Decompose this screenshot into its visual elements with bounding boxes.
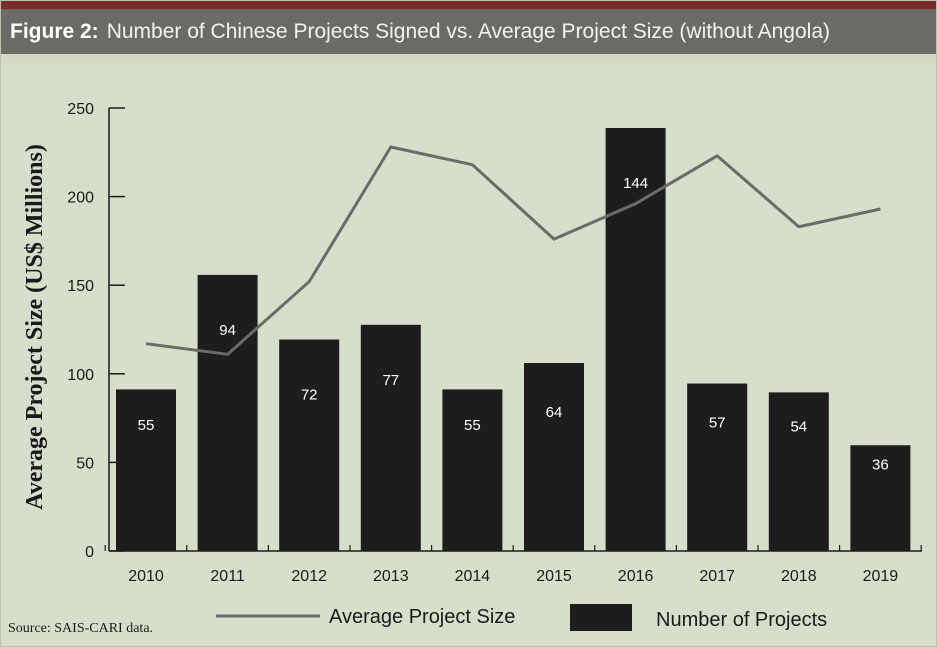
bar-value-label: 55	[138, 417, 155, 434]
x-tick-label: 2018	[781, 568, 817, 585]
x-tick-label: 2019	[863, 568, 899, 585]
y-tick-label: 200	[67, 190, 94, 207]
legend-label-average-project-size: Average Project Size	[329, 606, 515, 628]
bar-2014	[442, 389, 503, 551]
bar-value-label: 94	[219, 322, 236, 339]
source-note: Source: SAIS-CARI data.	[8, 621, 154, 636]
line-series	[145, 145, 881, 356]
legend-bar-swatch	[570, 604, 632, 631]
bar-value-label: 72	[301, 387, 318, 404]
bar-2012	[279, 339, 340, 551]
bar-2018	[768, 392, 829, 551]
bar-value-label: 64	[546, 404, 563, 421]
bar-2015	[524, 363, 584, 551]
bar-value-label: 36	[872, 456, 889, 473]
figure-label: Figure 2:	[10, 19, 99, 43]
x-tick-label: 2016	[618, 568, 654, 585]
bar-value-label: 144	[623, 175, 648, 192]
bar-2016	[605, 128, 666, 551]
bar-series: 55 94 72 77 55 64 144 57 54 36	[116, 128, 911, 551]
bar-value-label: 77	[382, 372, 399, 389]
bar-value-label: 55	[464, 417, 481, 434]
y-axis-title: Average Project Size (US$ Millions)	[22, 144, 48, 510]
y-tick-label: 250	[67, 101, 94, 118]
bar-2017	[687, 383, 748, 551]
x-tick-label: 2014	[455, 568, 491, 585]
x-tick-label: 2012	[291, 568, 327, 585]
average-project-size-line	[145, 145, 881, 356]
bar-2019	[850, 445, 911, 551]
x-tick-label: 2010	[128, 568, 164, 585]
x-tick-label: 2011	[210, 568, 245, 585]
x-tick-label: 2017	[699, 568, 735, 585]
x-tick-label: 2015	[536, 568, 572, 585]
y-tick-label: 50	[76, 455, 94, 472]
bar-value-label: 57	[709, 414, 726, 431]
legend-label-number-of-projects: Number of Projects	[656, 609, 827, 631]
bar-2013	[360, 324, 421, 551]
bar-value-label: 54	[790, 419, 807, 436]
legend: Average Project Size Number of Projects	[216, 604, 827, 631]
top-accent-rule	[1, 1, 936, 9]
x-tick-label: 2013	[373, 568, 409, 585]
figure-header: Figure 2: Number of Chinese Projects Sig…	[1, 9, 936, 54]
y-tick-label: 100	[67, 367, 94, 384]
bar-2011	[197, 274, 258, 551]
figure-title: Number of Chinese Projects Signed vs. Av…	[106, 19, 831, 43]
y-tick-label: 150	[67, 278, 94, 295]
y-tick-label: 0	[85, 544, 94, 561]
bar-2010	[116, 389, 176, 551]
header-underline	[1, 54, 936, 63]
